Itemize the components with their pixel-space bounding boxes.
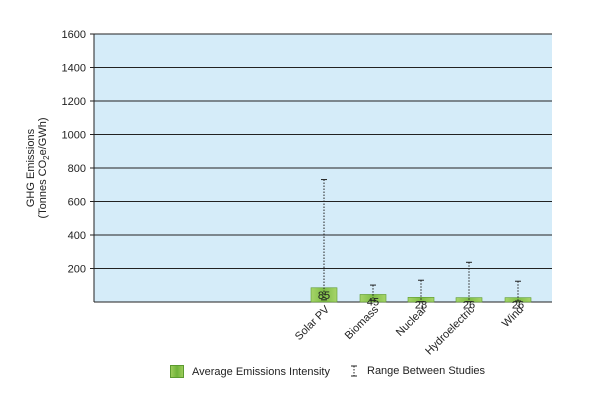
y-tick-label: 400 xyxy=(68,230,86,242)
data-label: 85 xyxy=(318,290,330,302)
y-tick-label: 1400 xyxy=(62,63,86,75)
y-axis-unit-subscript: 2 xyxy=(42,155,51,160)
category-label: Biomass xyxy=(343,303,382,342)
range-glyph-icon xyxy=(351,365,357,377)
range-markers xyxy=(321,179,521,303)
y-tick-label: 1000 xyxy=(62,130,86,142)
y-axis-unit-label: (Tonnes CO2e/GWh) xyxy=(37,117,51,218)
category-label: Nuclear xyxy=(394,303,430,339)
data-label: 26 xyxy=(512,300,524,312)
y-tick-label: 600 xyxy=(68,197,86,209)
data-label: 28 xyxy=(415,299,427,311)
y-axis-unit-prefix: (Tonnes CO xyxy=(37,159,49,218)
legend-item-average: Average Emissions Intensity xyxy=(170,365,330,378)
legend-item-range: Range Between Studies xyxy=(349,365,485,377)
legend-bar-label: Average Emissions Intensity xyxy=(192,365,330,378)
legend-range-label: Range Between Studies xyxy=(367,365,486,377)
data-label: 45 xyxy=(367,296,379,308)
legend-bar-swatch xyxy=(170,365,184,378)
legend: Average Emissions Intensity Range Betwee… xyxy=(0,365,591,385)
data-labels: 85 45 28 26 26 xyxy=(318,290,524,312)
y-tick-labels: 200 400 600 800 1000 1200 1400 1600 xyxy=(62,29,94,276)
category-label: Solar PV xyxy=(293,303,333,343)
y-tick-label: 800 xyxy=(68,163,86,175)
y-axis-unit-suffix: e/GWh) xyxy=(37,117,49,155)
y-axis-label: GHG Emissions xyxy=(25,128,37,207)
y-tick-label: 1200 xyxy=(62,96,86,108)
y-tick-label: 1600 xyxy=(62,29,86,41)
category-label: Hydroelectric xyxy=(423,303,477,357)
y-tick-label: 200 xyxy=(68,264,86,276)
data-label: 26 xyxy=(463,300,475,312)
